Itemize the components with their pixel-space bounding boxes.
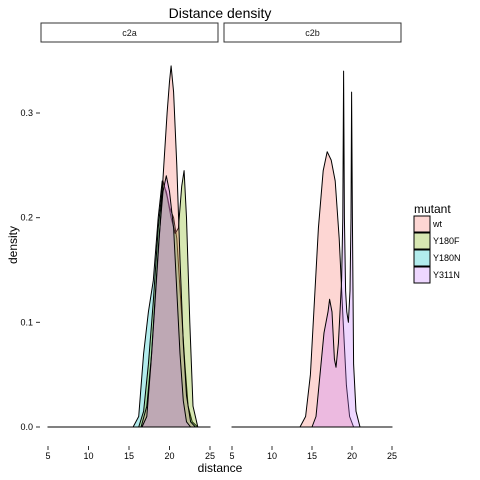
y-axis-title: density bbox=[6, 226, 20, 264]
legend-swatch-Y180N bbox=[413, 249, 431, 267]
x-tick-label-c2a-5: 5 bbox=[45, 451, 50, 461]
y-tick-label-2: 0.2 bbox=[20, 213, 33, 223]
legend-item-Y311N: Y311N bbox=[413, 266, 460, 284]
x-tick-label-c2a-10: 10 bbox=[83, 451, 93, 461]
x-tick-label-c2b-5: 5 bbox=[229, 451, 234, 461]
x-tick-label-c2a-15: 15 bbox=[124, 451, 134, 461]
chart-title: Distance density bbox=[169, 5, 272, 21]
legend-item-Y180F: Y180F bbox=[413, 232, 460, 250]
density-area-c2a-Y180F bbox=[47, 170, 211, 428]
legend-item-wt: wt bbox=[413, 215, 442, 233]
strip-c2a bbox=[40, 22, 219, 43]
x-tick-label-c2b-25: 25 bbox=[387, 451, 397, 461]
legend-label-Y180N: Y180N bbox=[433, 253, 461, 263]
strip-c2b bbox=[223, 22, 402, 43]
y-tick-label-1: 0.1 bbox=[20, 317, 33, 327]
panel-c2a: c2a 5 10 15 20 25 bbox=[40, 22, 219, 461]
legend-item-Y180N: Y180N bbox=[413, 249, 461, 267]
x-tick-label-c2a-25: 25 bbox=[205, 451, 215, 461]
density-area-c2b-Y311N bbox=[231, 70, 393, 428]
legend-label-wt: wt bbox=[432, 219, 442, 229]
x-tick-label-c2b-15: 15 bbox=[307, 451, 317, 461]
strip-label-c2a: c2a bbox=[122, 28, 137, 38]
legend-title: mutant bbox=[414, 202, 451, 216]
x-tick-label-c2b-20: 20 bbox=[347, 451, 357, 461]
legend: mutant wt Y180F Y180N Y311N bbox=[413, 202, 461, 284]
legend-label-Y180F: Y180F bbox=[433, 236, 460, 246]
legend-swatch-Y311N bbox=[413, 266, 431, 284]
density-area-c2b-wt bbox=[231, 151, 393, 428]
density-area-c2a-Y311N bbox=[47, 175, 211, 428]
x-tick-label-c2b-10: 10 bbox=[267, 451, 277, 461]
y-tick-label-3: 0.3 bbox=[20, 108, 33, 118]
y-tick-label-0: 0.0 bbox=[20, 422, 33, 432]
legend-swatch-Y180F bbox=[413, 232, 431, 250]
legend-swatch-wt bbox=[413, 215, 431, 233]
x-axis-title: distance bbox=[198, 461, 243, 475]
legend-label-Y311N: Y311N bbox=[433, 270, 460, 280]
strip-label-c2b: c2b bbox=[305, 28, 320, 38]
panel-c2b: c2b 5 10 15 20 25 bbox=[223, 22, 402, 461]
x-tick-label-c2a-20: 20 bbox=[164, 451, 174, 461]
